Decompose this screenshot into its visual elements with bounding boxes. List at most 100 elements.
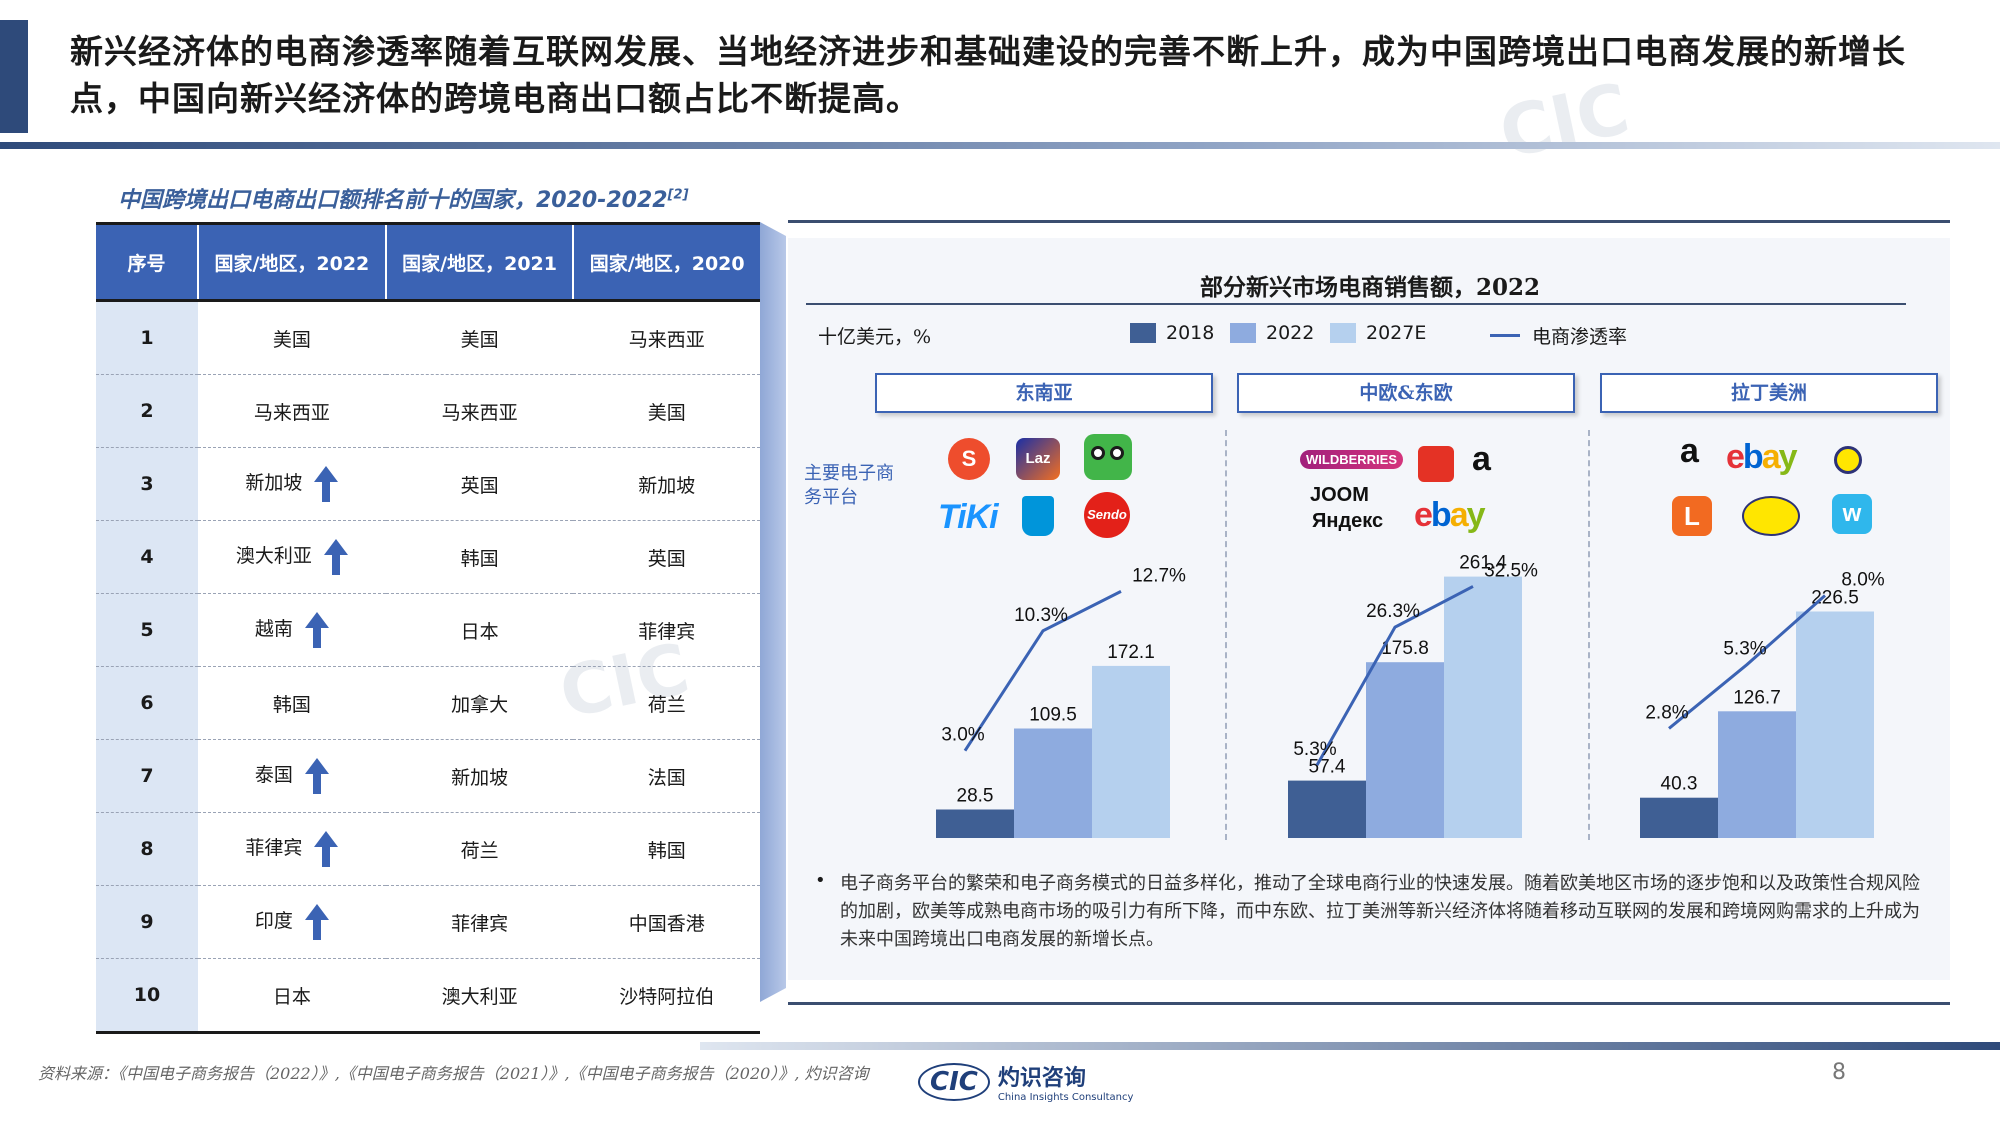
table-row: 10 日本 澳大利亚 沙特阿拉伯: [96, 958, 760, 1034]
country-2022-cell: 马来西亚: [198, 374, 386, 448]
rank-cell: 7: [96, 739, 198, 813]
cell-text: 马来西亚: [441, 401, 518, 424]
cell-text: 日本: [460, 620, 499, 643]
rank-cell: 6: [96, 666, 198, 740]
legend-2022: 2022: [1230, 322, 1314, 344]
ecommerce-sales-chart: 28.5109.5172.13.0%10.3%12.7%57.4175.8261…: [936, 553, 1885, 838]
cell-text: 菲律宾: [638, 620, 696, 643]
rank-up-arrow-icon: [304, 904, 329, 940]
bar-value-label-0-0: 28.5: [957, 786, 994, 807]
cell-text: 10: [133, 984, 161, 1006]
cell-text: 澳大利亚: [235, 545, 312, 567]
panel-bottom-rule: [788, 1002, 1950, 1005]
company-logo: CIC 灼识咨询 China Insights Consultancy: [918, 1060, 1133, 1103]
region-label-cee: 中欧&东欧: [1237, 373, 1575, 413]
cell-text: 泰国: [254, 764, 293, 786]
penetration-label-0-1: 10.3%: [1014, 605, 1068, 626]
country-2022-cell: 菲律宾: [198, 812, 386, 886]
sendo-logo-icon: Sendo: [1084, 492, 1130, 538]
country-2020-cell: 中国香港: [573, 885, 760, 959]
sendo-logo-text: Sendo: [1087, 507, 1127, 522]
amazon-logo-icon: a: [1472, 440, 1491, 479]
bar-1-0: [1288, 780, 1366, 838]
header-2022: 国家/地区，2022: [198, 222, 387, 302]
penetration-line-0: [963, 590, 1122, 752]
country-2020-cell: 韩国: [573, 812, 760, 886]
legend-line-penetration: [1490, 334, 1520, 337]
cell-text: 马来西亚: [253, 401, 330, 424]
bar-value-label-2-0: 40.3: [1661, 774, 1698, 795]
table-row: 9 印度 菲律宾 中国香港: [96, 885, 760, 959]
bullet-marker: •: [815, 870, 826, 891]
cic-logo-text: 灼识咨询 China Insights Consultancy: [998, 1060, 1134, 1103]
country-2020-cell: 荷兰: [573, 666, 760, 740]
rank-up-arrow-icon: [323, 539, 348, 575]
table-row: 5 越南 日本 菲律宾: [96, 593, 760, 667]
country-2021-cell: 澳大利亚: [385, 958, 574, 1034]
penetration-label-2-1: 5.3%: [1723, 639, 1766, 660]
cell-text: 越南: [254, 618, 293, 640]
ebay-logo-icon: ebay: [1414, 496, 1486, 534]
country-2021-cell: 美国: [385, 300, 574, 375]
logo-cn: 灼识咨询: [997, 1066, 1086, 1091]
country-2021-cell: 荷兰: [385, 812, 574, 886]
amazon-logo-icon: a: [1680, 432, 1699, 471]
bar-1-1: [1366, 662, 1444, 838]
rank-cell: 5: [96, 593, 198, 667]
region-divider: [1225, 430, 1227, 840]
country-2020-cell: 法国: [573, 739, 760, 813]
cell-text: 美国: [647, 401, 686, 424]
table-title-ref: [2]: [667, 187, 689, 203]
country-2022-cell: 越南: [198, 593, 386, 667]
shopee-logo-text: S: [961, 446, 977, 471]
cell-text: 加拿大: [451, 693, 509, 716]
country-2020-cell: 新加坡: [573, 447, 760, 521]
country-2022-cell: 泰国: [198, 739, 386, 813]
country-2020-cell: 英国: [573, 520, 760, 594]
cell-text: 法国: [647, 766, 686, 789]
ranking-table: 序号 国家/地区，2022 国家/地区，2021 国家/地区，2020 1 美国美…: [96, 222, 760, 1034]
legend-swatch-2018: [1130, 323, 1156, 343]
aliexpress-logo-icon: [1418, 446, 1454, 482]
header-divider: [0, 142, 2000, 149]
linio-logo-text: L: [1684, 501, 1700, 531]
footer-divider: [700, 1042, 2000, 1050]
country-2020-cell: 菲律宾: [573, 593, 760, 667]
tokopedia-eye: [1110, 446, 1124, 460]
bar-0-0: [936, 809, 1014, 838]
bar-value-label-1-2: 261.4: [1459, 553, 1507, 574]
country-2022-cell: 印度: [198, 885, 386, 959]
rank-cell: 9: [96, 885, 198, 959]
legend-penetration: 电商渗透率: [1490, 322, 1627, 349]
cell-text: 2: [140, 400, 154, 422]
ebay-logo-icon: ebay: [1726, 438, 1798, 476]
logo-en: China Insights Consultancy: [997, 1092, 1134, 1103]
tiki-logo-text: TiKi: [938, 498, 999, 536]
yandex-logo-icon: Яндекс: [1312, 510, 1383, 533]
cell-text: 印度: [254, 910, 293, 932]
country-2020-cell: 马来西亚: [573, 300, 760, 375]
table-body: 1 美国 美国 马来西亚 2 马来西亚 马来西亚 美国 3 新加坡 英国 新加坡 4 澳大利亚 韩国 英国 5 越…: [96, 300, 760, 1034]
rank-up-arrow-icon: [304, 758, 329, 794]
bullet-text: 电子商务平台的繁荣和电子商务模式的日益多样化，推动了全球电商行业的快速发展。随着…: [840, 873, 1920, 950]
amazon-logo-text: a: [1472, 440, 1491, 478]
penetration-label-1-0: 5.3%: [1293, 739, 1336, 760]
linio-logo-icon: L: [1672, 496, 1712, 536]
rank-up-arrow-icon: [314, 466, 339, 502]
country-2021-cell: 日本: [385, 593, 574, 667]
country-2021-cell: 马来西亚: [385, 374, 574, 448]
cell-text: 澳大利亚: [441, 985, 518, 1008]
blibli-logo-icon: [1022, 496, 1054, 536]
region-label-sea: 东南亚: [875, 373, 1213, 413]
cell-text: 美国: [460, 328, 499, 351]
bar-2-2: [1796, 611, 1874, 838]
cell-text: 荷兰: [460, 839, 499, 862]
tiki-logo-icon: TiKi: [938, 498, 999, 537]
table-row: 4 澳大利亚 韩国 英国: [96, 520, 760, 594]
cell-text: 马来西亚: [628, 328, 705, 351]
country-2022-cell: 澳大利亚: [198, 520, 386, 594]
table-title-text: 中国跨境出口电商出口额排名前十的国家，2020-2022: [118, 188, 668, 213]
wish-logo-icon: w: [1832, 494, 1872, 534]
lazada-logo-text: Laz: [1025, 450, 1051, 467]
ranking-table-container: 序号 国家/地区，2022 国家/地区，2021 国家/地区，2020 1 美国美…: [96, 222, 760, 1034]
